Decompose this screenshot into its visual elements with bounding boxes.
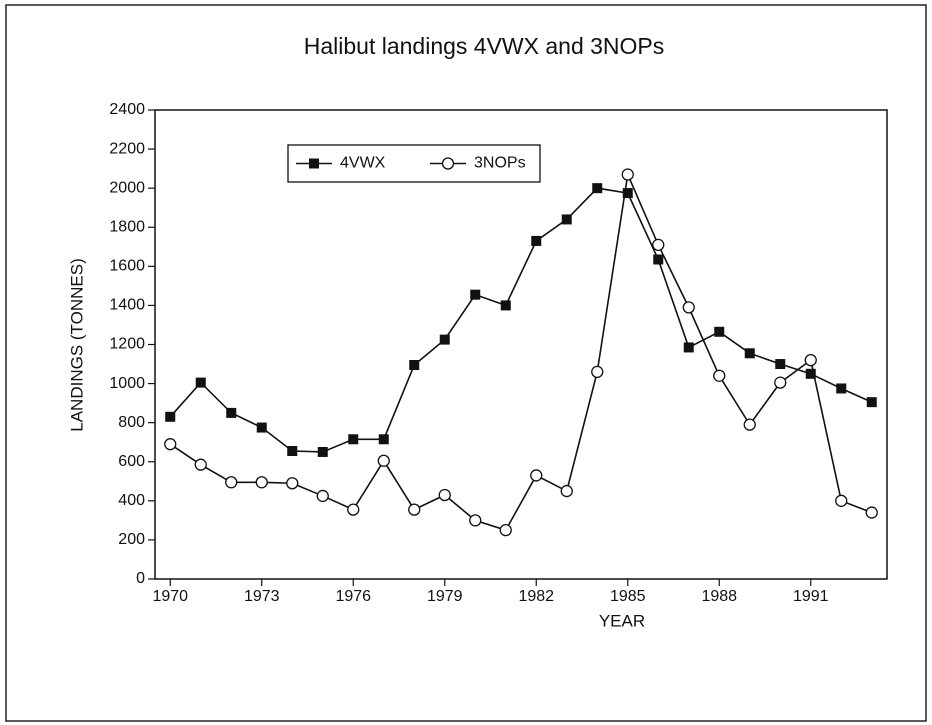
y-tick-label: 2400 [109,101,145,118]
marker [561,214,572,225]
y-tick-label: 1400 [109,297,145,314]
x-tick-label: 1988 [701,588,737,605]
marker [287,446,298,457]
marker [775,359,786,370]
x-tick-label: 1985 [610,588,646,605]
marker [622,188,633,199]
y-tick-label: 1600 [109,258,145,275]
marker [866,397,877,408]
marker [592,183,603,194]
marker [348,434,359,445]
marker [743,418,756,431]
series-line [169,187,873,453]
x-axis-label: YEAR [599,611,645,630]
y-tick-label: 800 [118,414,145,431]
y-tick-label: 1200 [109,336,145,353]
marker [316,489,329,503]
y-axis-label: LANDINGS (TONNES) [67,258,86,432]
marker [682,301,695,314]
marker [836,383,847,394]
y-tick-label: 2200 [109,140,145,157]
marker [377,454,390,467]
marker [469,514,482,527]
y-tick-label: 1000 [109,375,145,392]
chart-title: Halibut landings 4VWX and 3NOPs [304,33,665,59]
marker [805,368,816,379]
marker [835,494,848,507]
marker [683,342,694,353]
marker [226,407,237,418]
marker [165,411,176,422]
marker [560,484,573,498]
marker [500,300,511,311]
x-tick-label: 1973 [244,588,280,605]
marker [744,348,755,359]
marker [256,422,267,433]
marker [164,438,177,451]
marker [347,503,360,516]
y-tick-label: 2000 [109,179,145,196]
marker [378,434,389,445]
legend-marker [441,157,455,170]
marker [714,326,725,337]
marker [713,369,726,382]
marker [531,235,542,246]
legend-label: 4VWX [340,155,386,172]
marker [317,446,328,457]
marker [591,365,604,379]
marker [194,458,207,471]
marker [195,377,206,388]
legend-marker [309,158,319,169]
marker [774,376,787,389]
x-tick-label: 1979 [427,588,463,605]
marker [438,488,451,502]
marker [470,289,481,300]
legend: 4VWX 3NOPs [287,144,541,183]
marker [286,477,299,490]
marker [865,506,878,519]
x-tick-label: 1991 [793,588,829,605]
marker [804,353,817,367]
marker [530,469,543,482]
frame [5,4,927,722]
x-tick-label: 1982 [518,588,554,605]
x-tick-label: 1970 [152,588,188,605]
marker [621,168,634,181]
y-tick-label: 200 [118,531,145,548]
marker [225,476,238,489]
y-tick-label: 600 [118,453,145,470]
series-line [169,171,873,532]
marker [409,360,420,371]
y-tick-label: 400 [118,492,145,509]
marker [652,238,665,251]
marker [255,476,268,489]
marker [499,523,512,537]
marker [439,334,450,345]
marker [653,254,664,265]
marker [408,503,421,516]
y-tick-label: 1800 [109,218,145,235]
y-tick-label: 0 [136,570,145,587]
x-tick-label: 1976 [335,588,371,605]
legend-label: 3NOPs [474,155,526,172]
